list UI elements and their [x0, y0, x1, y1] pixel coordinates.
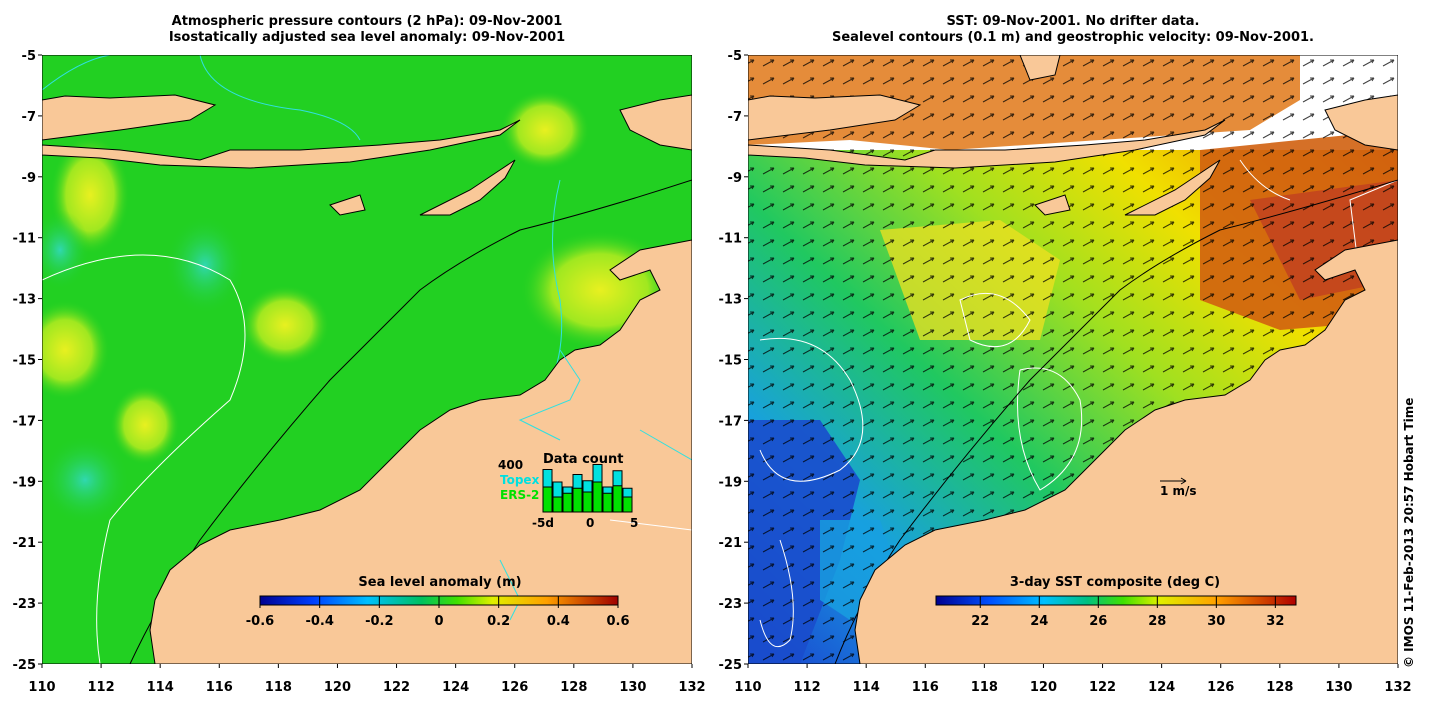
lon-tick-label: 130: [1325, 680, 1352, 695]
right-title-line2: Sealevel contours (0.1 m) and geostrophi…: [832, 30, 1314, 45]
lat-tick-label: -25: [719, 658, 743, 673]
colorbar-tick-label: -0.2: [365, 614, 393, 629]
lon-tick-label: 118: [265, 680, 292, 695]
lat-tick-label: -19: [13, 475, 37, 490]
count-tick-start: -5d: [532, 516, 554, 530]
lat-tick-label: -11: [719, 232, 743, 247]
legend-ers2: ERS-2: [500, 488, 539, 502]
lat-tick-label: -11: [13, 232, 37, 247]
lat-tick-label: -17: [13, 414, 37, 429]
lon-tick-label: 124: [442, 680, 469, 695]
lat-tick-label: -5: [728, 49, 742, 64]
colorbar-tick-label: 22: [971, 614, 989, 629]
lon-tick-label: 126: [1207, 680, 1234, 695]
lat-tick-label: -23: [13, 597, 37, 612]
colorbar-tick-label: 30: [1207, 614, 1225, 629]
sea-level-colorbar: Sea level anomaly (m) -0.6 -0.4 -0.2 0 0.2 0.…: [246, 575, 630, 629]
colorbar-tick-label: 28: [1148, 614, 1166, 629]
lon-tick-label: 128: [1266, 680, 1293, 695]
lon-tick-label: 122: [1089, 680, 1116, 695]
lat-tick-label: -21: [13, 536, 37, 551]
count-tick-zero: 0: [586, 516, 594, 530]
colorbar-tick-label: 0.2: [487, 614, 510, 629]
lon-tick-label: 114: [147, 680, 174, 695]
lon-tick-label: 130: [619, 680, 646, 695]
lon-tick-label: 122: [383, 680, 410, 695]
land-right: [748, 55, 1398, 664]
lon-tick-label: 110: [734, 680, 761, 695]
colorbar-tick-label: -0.4: [305, 614, 333, 629]
lat-tick-label: -13: [719, 293, 743, 308]
lat-tick-label: -7: [728, 110, 742, 125]
colorbar-tick-label: 26: [1089, 614, 1107, 629]
right-lat-axis: -5 -7 -9 -11 -13 -15 -17 -19 -21 -23 -25: [719, 49, 748, 673]
lon-tick-label: 128: [560, 680, 587, 695]
lat-tick-label: -19: [719, 475, 743, 490]
left-lon-axis: 110 112 114 116 118 120 122 124 126 128 130 132: [28, 664, 706, 695]
lon-tick-label: 126: [501, 680, 528, 695]
right-title-line1: SST: 09-Nov-2001. No drifter data.: [946, 14, 1200, 29]
lon-tick-label: 112: [794, 680, 821, 695]
legend-topex: Topex: [500, 473, 540, 487]
lon-tick-label: 116: [912, 680, 939, 695]
data-count-title: Data count: [543, 452, 623, 467]
lat-tick-label: -7: [22, 110, 36, 125]
lat-tick-label: -17: [719, 414, 743, 429]
count-tick-end: 5: [630, 516, 638, 530]
lon-tick-label: 132: [678, 680, 705, 695]
ers2-bar: [612, 485, 623, 513]
lon-tick-label: 124: [1148, 680, 1175, 695]
ers2-bar: [562, 492, 573, 513]
left-map-title: Atmospheric pressure contours (2 hPa): 0…: [42, 14, 692, 46]
copyright-note: © IMOS 11-Feb-2013 20:57 Hobart Time: [1402, 397, 1416, 668]
left-title-line1: Atmospheric pressure contours (2 hPa): 0…: [171, 14, 563, 29]
lon-tick-label: 110: [28, 680, 55, 695]
sea-level-colorbar-label: Sea level anomaly (m): [358, 575, 521, 590]
lon-tick-label: 114: [853, 680, 880, 695]
lat-tick-label: -21: [719, 536, 743, 551]
ers2-bar: [602, 492, 613, 513]
data-count-inset: Data count 400 Topex ERS-2 -5d 0 5: [498, 452, 638, 530]
sst-map: [748, 55, 1398, 664]
ers2-bar: [572, 487, 583, 513]
data-count-max-label: 400: [498, 458, 523, 472]
lat-tick-label: -5: [22, 49, 36, 64]
sst-colorbar: 3-day SST composite (deg C) 22 24 26 28 30 32: [935, 575, 1297, 629]
velocity-scale-label: 1 m/s: [1160, 484, 1197, 498]
colorbar-tick-label: 0: [434, 614, 443, 629]
ers2-bar: [542, 486, 553, 513]
sst-colorbar-label: 3-day SST composite (deg C): [1010, 575, 1220, 590]
colorbar-tick-label: 24: [1030, 614, 1048, 629]
colorbar-tick-label: 0.4: [547, 614, 570, 629]
ers2-bar: [592, 481, 603, 513]
land: [42, 94, 692, 664]
lat-tick-label: -9: [22, 171, 36, 186]
ers2-bar: [582, 491, 593, 513]
lon-tick-label: 112: [88, 680, 115, 695]
colorbar-tick-label: 0.6: [606, 614, 629, 629]
colorbar-tick-label: -0.6: [246, 614, 274, 629]
right-lon-axis: 110 112 114 116 118 120 122 124 126 128 130 132: [734, 664, 1412, 695]
colorbar-tick-label: 32: [1266, 614, 1284, 629]
lat-tick-label: -13: [13, 293, 37, 308]
lat-tick-label: -15: [13, 354, 37, 369]
ers2-bar: [622, 496, 633, 513]
right-map-title: SST: 09-Nov-2001. No drifter data. Seale…: [748, 14, 1398, 46]
lat-tick-label: -9: [728, 171, 742, 186]
velocity-scale: 1 m/s: [1160, 477, 1197, 498]
lat-tick-label: -15: [719, 354, 743, 369]
ers2-bar: [552, 496, 563, 513]
lat-tick-label: -25: [13, 658, 37, 673]
lon-tick-label: 120: [1030, 680, 1057, 695]
left-lat-axis: -5 -7 -9 -11 -13 -15 -17 -19 -21 -23 -25: [13, 49, 42, 673]
lon-tick-label: 132: [1384, 680, 1411, 695]
lon-tick-label: 116: [206, 680, 233, 695]
lon-tick-label: 118: [971, 680, 998, 695]
lon-tick-label: 120: [324, 680, 351, 695]
sea-level-map: [42, 55, 692, 664]
lat-tick-label: -23: [719, 597, 743, 612]
left-title-line2: Isostatically adjusted sea level anomaly…: [168, 30, 566, 45]
